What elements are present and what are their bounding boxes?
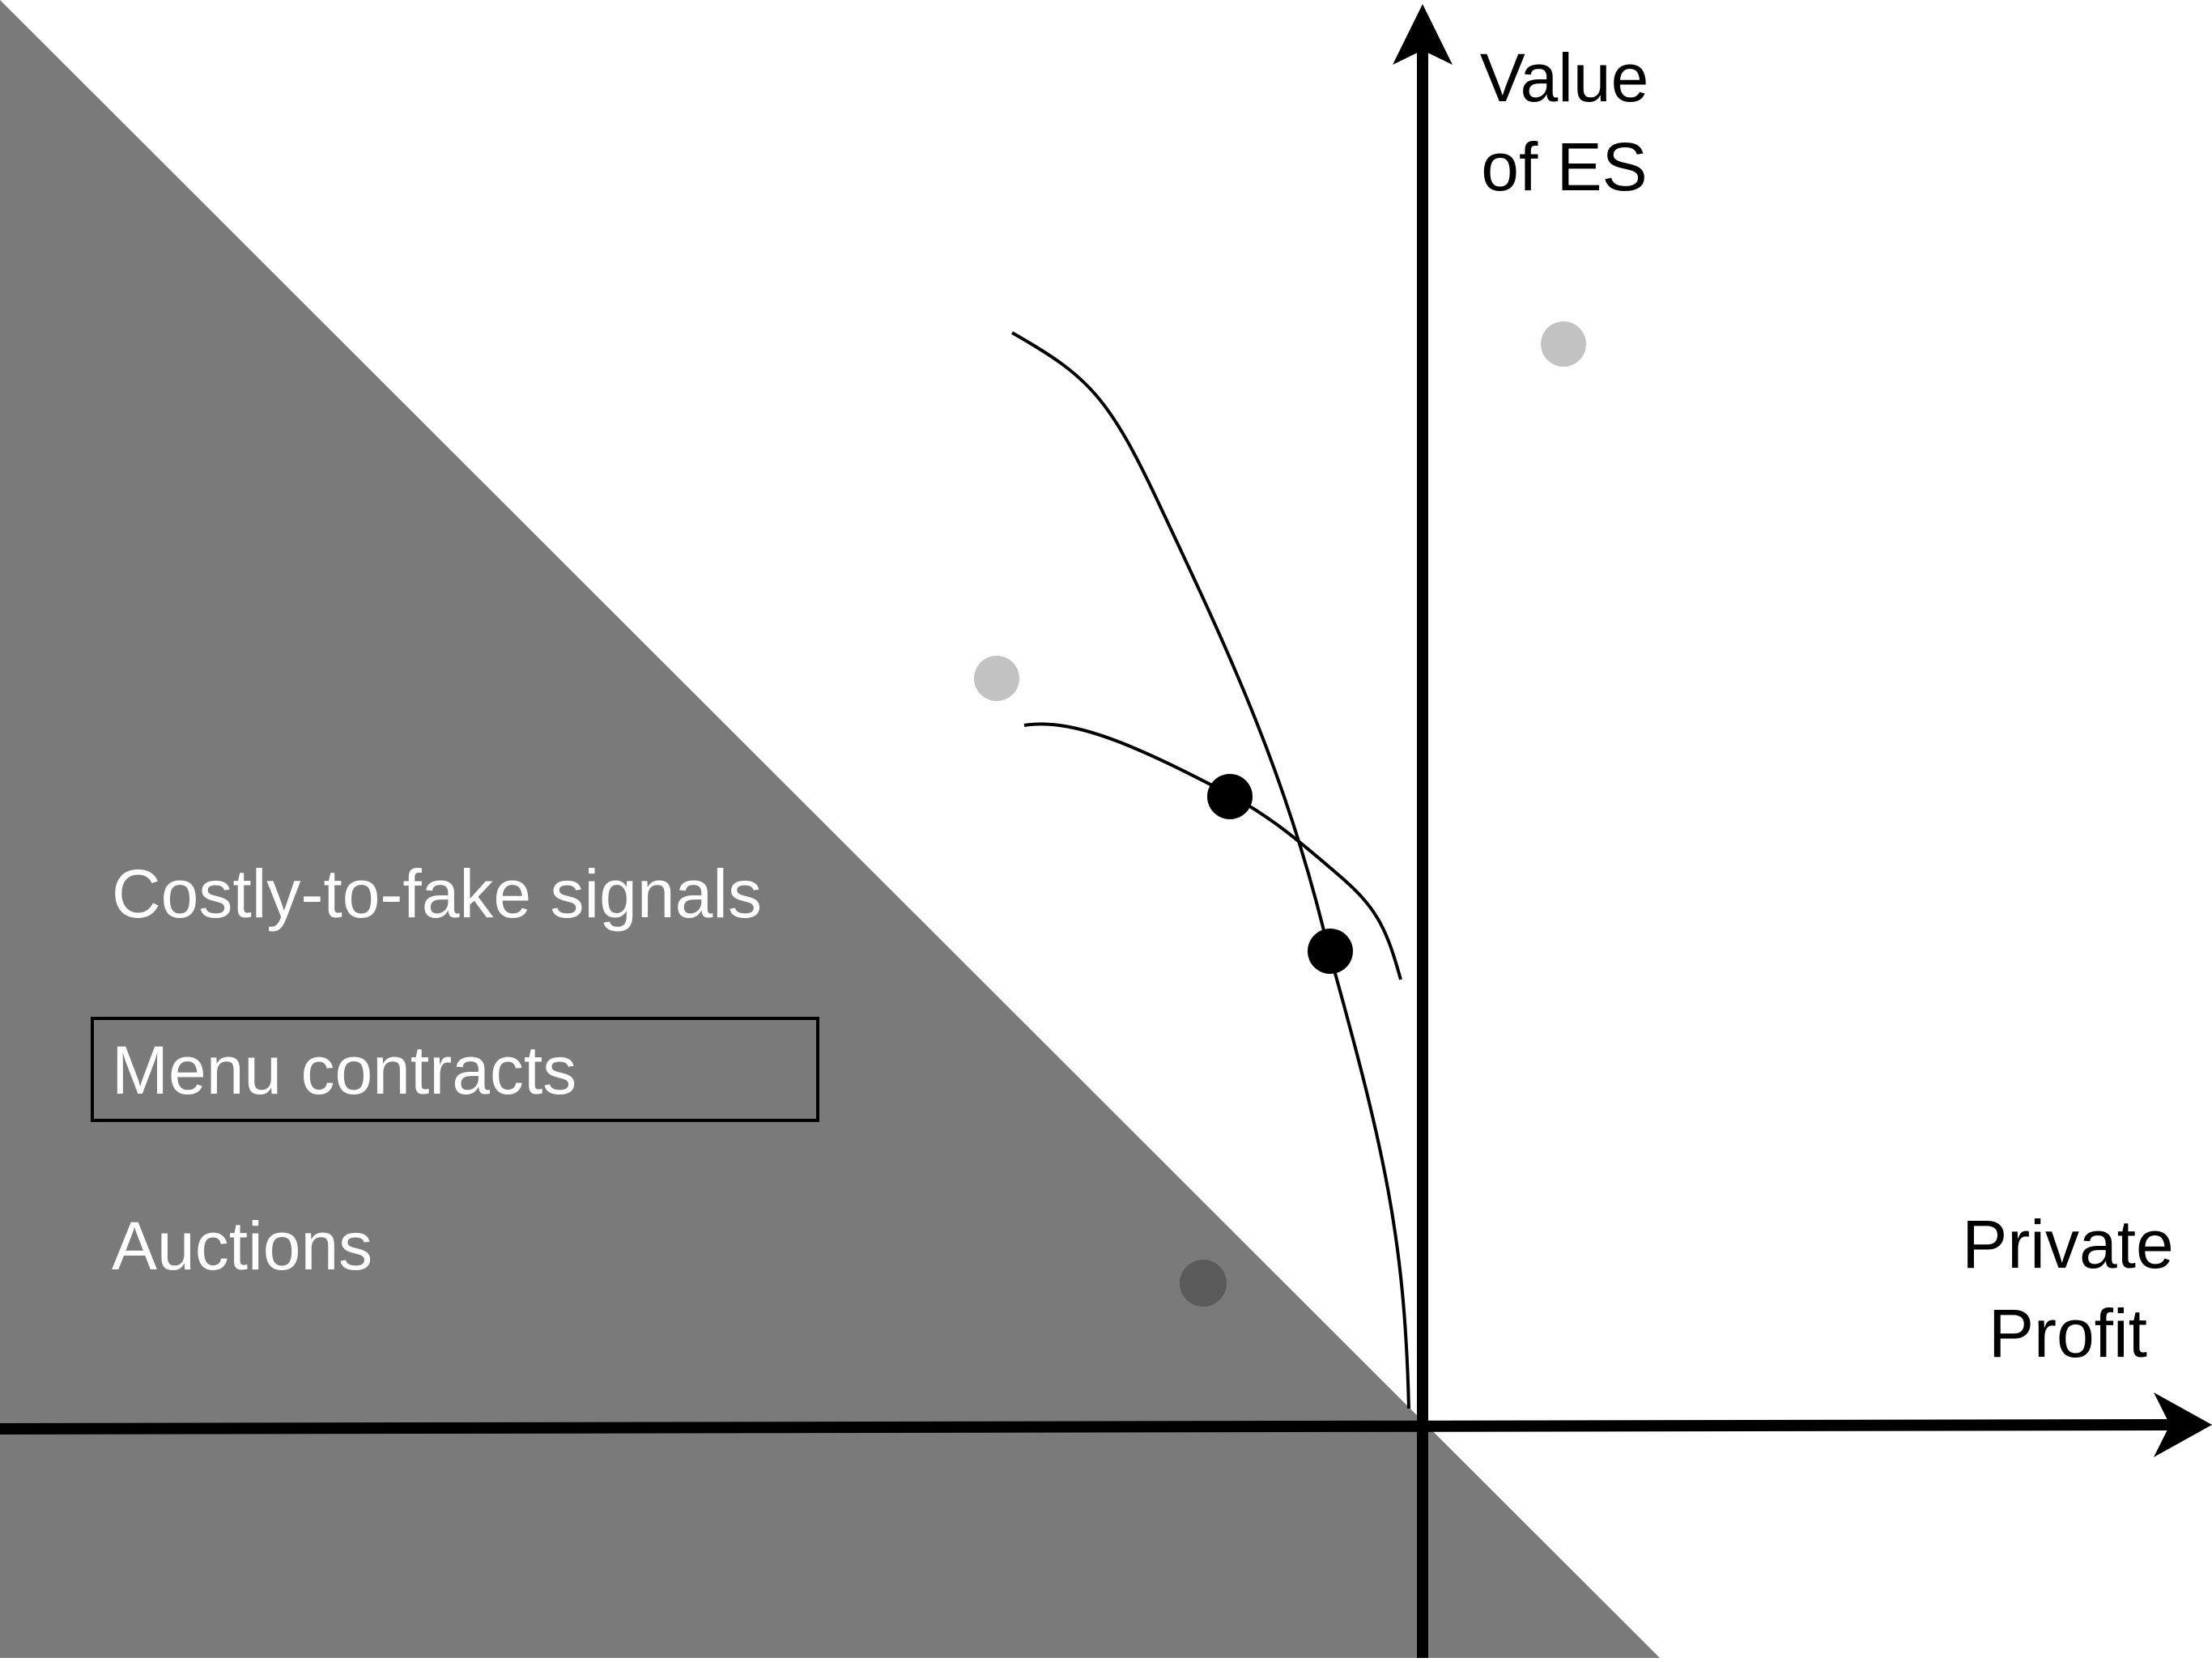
x-axis: [0, 1419, 2179, 1435]
x-axis-label-line1: Private: [1962, 1206, 2173, 1282]
menu-contracts-highlight-box: [91, 1017, 819, 1122]
steep-curve: [1011, 331, 1410, 1409]
light-point-left: [974, 656, 1019, 701]
light-point-upper-right: [1541, 321, 1586, 367]
y-axis-label-line2: of ES: [1481, 129, 1647, 205]
x-axis-label-line2: Profit: [1989, 1295, 2147, 1371]
x-axis-arrowhead: [2154, 1392, 2212, 1457]
y-axis-label-line1: Value: [1480, 40, 1649, 116]
y-axis-arrowhead: [1393, 4, 1453, 65]
dark-point: [1180, 1260, 1227, 1307]
shaded-region: [0, 0, 1660, 1658]
flat-curve: [1023, 722, 1402, 980]
key-point-upper: [1207, 774, 1253, 819]
label-costly-to-fake-signals: Costly-to-fake signals: [112, 856, 762, 932]
label-auctions: Auctions: [112, 1208, 372, 1284]
label-menu-contracts: Menu contracts: [112, 1032, 576, 1108]
key-point-lower: [1308, 929, 1353, 974]
